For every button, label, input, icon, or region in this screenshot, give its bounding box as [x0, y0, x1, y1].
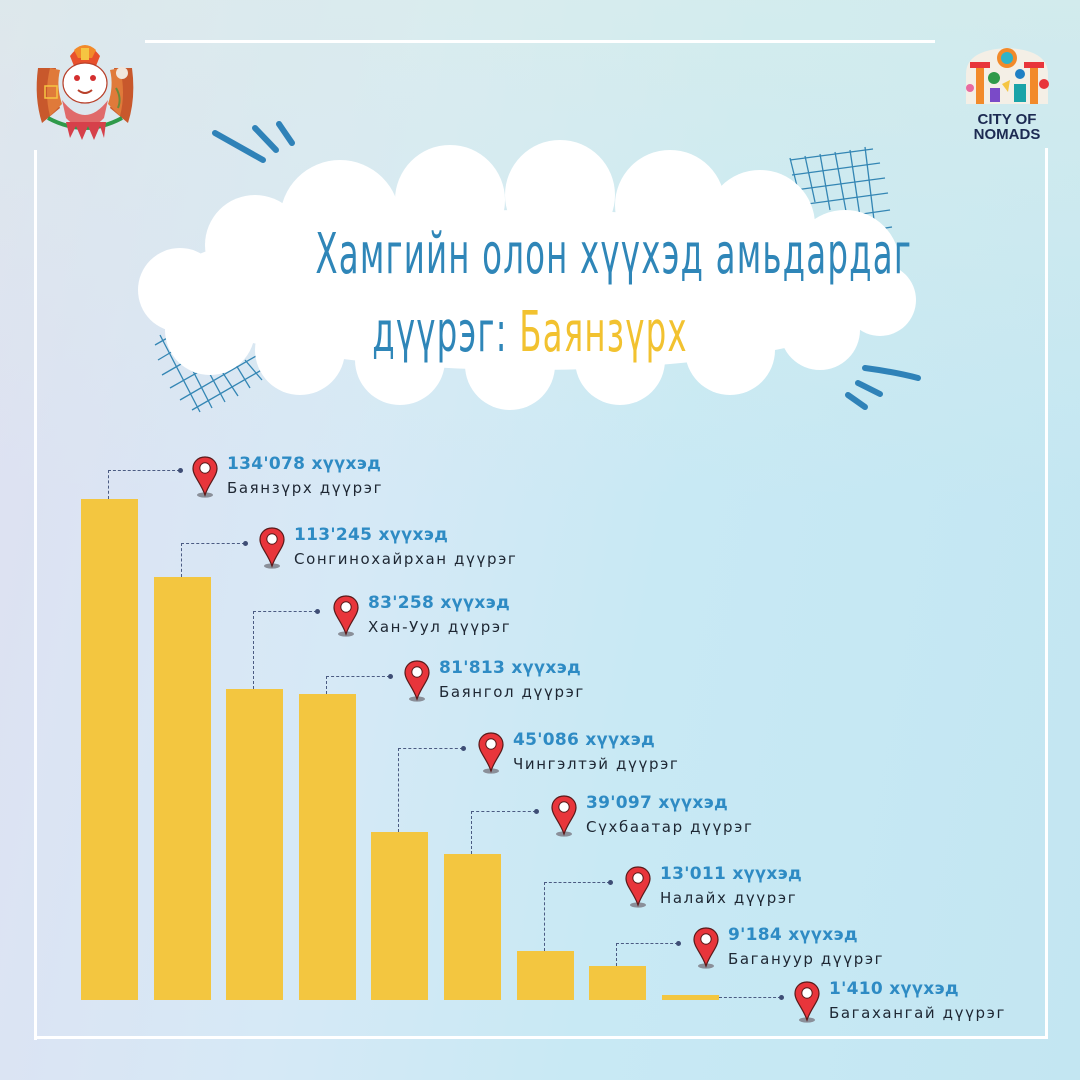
connector-dot	[315, 609, 320, 614]
connector-horizontal	[253, 611, 317, 612]
connector-vertical	[326, 676, 327, 694]
data-label-district: Налайх дүүрэг	[660, 889, 798, 907]
scribble-lines-top-left-icon	[212, 121, 295, 163]
data-label-value: 113'245 хүүхэд	[294, 525, 449, 545]
connector-horizontal	[719, 997, 781, 998]
connector-horizontal	[544, 882, 610, 883]
map-pin-icon	[693, 927, 719, 969]
data-label-value: 13'011 хүүхэд	[660, 864, 803, 884]
data-label-district: Баянгол дүүрэг	[439, 683, 585, 701]
frame-left-line	[34, 150, 37, 1040]
map-pin-icon	[551, 795, 577, 837]
bar-5	[371, 832, 428, 1000]
connector-dot	[388, 674, 393, 679]
data-label-value: 39'097 хүүхэд	[586, 793, 729, 813]
bar-4	[299, 694, 356, 1000]
map-pin-icon	[259, 527, 285, 569]
map-pin-icon	[478, 732, 504, 774]
bar-7	[517, 951, 574, 1000]
bar-2	[154, 577, 211, 1000]
bar-3	[226, 689, 283, 1000]
connector-dot	[779, 995, 784, 1000]
data-label-district: Сонгинохайрхан дүүрэг	[294, 550, 518, 568]
bar-9	[662, 995, 719, 1000]
page-title-prefix: дүүрэг:	[372, 300, 520, 365]
data-label-value: 134'078 хүүхэд	[227, 454, 382, 474]
data-label-district: Хан-Уул дүүрэг	[368, 618, 512, 636]
scribble-lines-bottom-right-icon	[845, 365, 921, 410]
data-label-value: 81'813 хүүхэд	[439, 658, 582, 678]
connector-horizontal	[398, 748, 463, 749]
connector-vertical	[181, 543, 182, 577]
data-label-value: 1'410 хүүхэд	[829, 979, 959, 999]
data-label-value: 9'184 хүүхэд	[728, 925, 858, 945]
connector-dot	[676, 941, 681, 946]
grid-pattern-bottom-left-icon	[154, 324, 266, 413]
map-pin-icon	[192, 456, 218, 498]
data-label-district: Баянзүрх дүүрэг	[227, 479, 384, 497]
data-label-value: 83'258 хүүхэд	[368, 593, 511, 613]
connector-horizontal	[616, 943, 678, 944]
connector-dot	[243, 541, 248, 546]
connector-horizontal	[181, 543, 245, 544]
frame-top-line	[145, 40, 935, 43]
map-pin-icon	[625, 866, 651, 908]
city-of-nomads-emblem-icon	[966, 48, 1049, 104]
connector-vertical	[108, 470, 109, 499]
connector-vertical	[253, 611, 254, 689]
page-title-line2: дүүрэг: Баянзүрх	[315, 300, 744, 365]
data-label-value: 45'086 хүүхэд	[513, 730, 656, 750]
connector-dot	[608, 880, 613, 885]
mongolian-emblem-icon	[36, 45, 134, 140]
connector-vertical	[616, 943, 617, 966]
map-pin-icon	[333, 595, 359, 637]
data-label-district: Чингэлтэй дүүрэг	[513, 755, 680, 773]
page-title-highlight: Баянзүрх	[519, 300, 688, 365]
connector-horizontal	[326, 676, 390, 677]
connector-dot	[534, 809, 539, 814]
bar-1	[81, 499, 138, 1000]
city-of-nomads-text-line2: NOMADS	[973, 126, 1041, 143]
data-label-district: Сүхбаатар дүүрэг	[586, 818, 754, 836]
map-pin-icon	[404, 660, 430, 702]
bar-8	[589, 966, 646, 1000]
connector-vertical	[471, 811, 472, 854]
connector-dot	[178, 468, 183, 473]
map-pin-icon	[794, 981, 820, 1023]
data-label-district: Багануур дүүрэг	[728, 950, 885, 968]
data-label-district: Багахангай дүүрэг	[829, 1004, 1006, 1022]
frame-right-line	[1045, 148, 1048, 1039]
connector-dot	[461, 746, 466, 751]
connector-horizontal	[471, 811, 536, 812]
connector-vertical	[544, 882, 545, 951]
connector-horizontal	[108, 470, 180, 471]
connector-vertical	[398, 748, 399, 832]
city-of-nomads-text-line1: CITY OF	[977, 111, 1037, 128]
bar-6	[444, 854, 501, 1000]
city-of-nomads-logo: CITY OF NOMADS	[962, 44, 1052, 144]
page-title-line1: Хамгийн олон хүүхэд амьдардаг	[315, 222, 913, 287]
frame-bottom-line	[34, 1036, 1047, 1039]
